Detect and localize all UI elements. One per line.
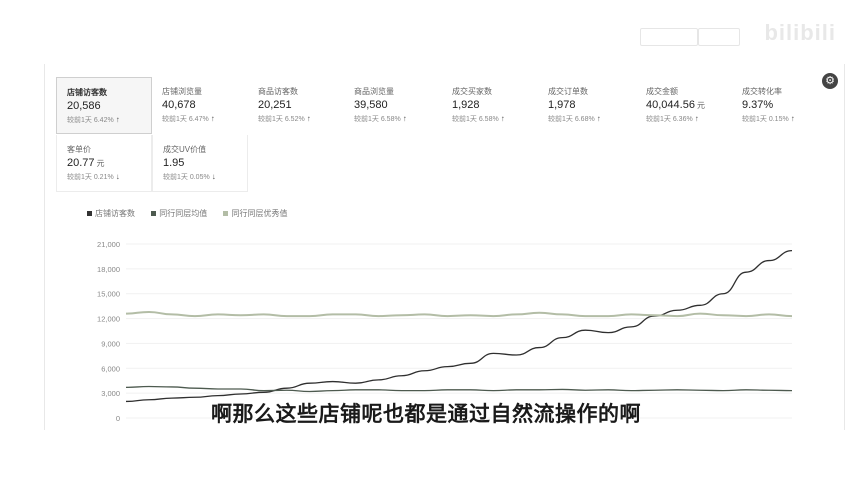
metric-name: 客单价 xyxy=(67,145,91,154)
legend-item[interactable]: 同行同层优秀值 xyxy=(223,209,287,218)
data-overview-panel xyxy=(44,64,844,430)
metric-value: 40,044.56 元 xyxy=(646,99,705,111)
legend-swatch xyxy=(223,211,229,216)
metric-card-store-pageviews[interactable]: 店铺浏览量 40,678 较前1天 6.47% ↑ xyxy=(152,77,248,134)
metric-name: 商品访客数 xyxy=(258,87,298,96)
metric-compare: 较前1天 6.42% ↑ xyxy=(67,115,120,124)
y-tick-label: 9,000 xyxy=(101,339,120,348)
metric-value: 39,580 xyxy=(354,99,388,111)
arrow-down-icon: ↓ xyxy=(211,172,216,181)
arrow-up-icon: ↑ xyxy=(596,114,601,123)
bilibili-watermark: bilibili xyxy=(764,20,836,45)
top-bar: bilibili xyxy=(0,0,852,62)
toolbar-button[interactable] xyxy=(640,28,698,46)
arrow-up-icon: ↑ xyxy=(402,114,407,123)
metric-compare: 较前1天 6.36% ↑ xyxy=(646,114,699,123)
y-tick-label: 21,000 xyxy=(97,240,120,249)
metric-card-orders[interactable]: 成交订单数 1,978 较前1天 6.68% ↑ xyxy=(538,77,634,134)
metric-compare: 较前1天 6.52% ↑ xyxy=(258,114,311,123)
metric-name: 成交UV价值 xyxy=(163,145,207,154)
metric-compare: 较前1天 6.47% ↑ xyxy=(162,114,215,123)
arrow-up-icon: ↑ xyxy=(210,114,215,123)
y-tick-label: 3,000 xyxy=(101,389,120,398)
metric-value: 20,251 xyxy=(258,99,292,111)
metric-card-product-pageviews[interactable]: 商品浏览量 39,580 较前1天 6.58% ↑ xyxy=(344,77,440,134)
metric-compare: 较前1天 0.15% ↑ xyxy=(742,114,795,123)
y-tick-label: 15,000 xyxy=(97,290,120,299)
video-subtitle: 啊那么这些店铺呢也都是通过自然流操作的啊 xyxy=(211,403,641,426)
y-tick-label: 6,000 xyxy=(101,364,120,373)
legend-swatch xyxy=(151,211,157,216)
metric-card-store-visitors[interactable]: 店铺访客数 20,586 较前1天 6.42% ↑ xyxy=(56,77,152,134)
legend-item[interactable]: 店铺访客数 xyxy=(87,209,135,218)
metric-card-uv-value[interactable]: 成交UV价值 1.95 较前1天 0.05% ↓ xyxy=(152,135,248,192)
trend-line-chart: 0 3,000 6,000 9,000 12,000 15,000 18,000 21,000 xyxy=(97,240,793,423)
metric-value: 1,928 xyxy=(452,99,480,111)
arrow-up-icon: ↑ xyxy=(694,114,699,123)
metric-compare: 较前1天 6.58% ↑ xyxy=(354,114,407,123)
arrow-up-icon: ↑ xyxy=(115,115,120,124)
metric-card-buyers[interactable]: 成交买家数 1,928 较前1天 6.58% ↑ xyxy=(442,77,538,134)
metric-card-product-visitors[interactable]: 商品访客数 20,251 较前1天 6.52% ↑ xyxy=(248,77,344,134)
metric-compare: 较前1天 6.68% ↑ xyxy=(548,114,601,123)
y-tick-label: 18,000 xyxy=(97,265,120,274)
metric-name: 店铺访客数 xyxy=(67,88,107,97)
toolbar-button[interactable] xyxy=(698,28,740,46)
arrow-up-icon: ↑ xyxy=(790,114,795,123)
panel-border xyxy=(844,64,845,430)
arrow-down-icon: ↓ xyxy=(115,172,120,181)
metric-compare: 较前1天 0.21% ↓ xyxy=(67,172,120,181)
metric-name: 成交金额 xyxy=(646,87,678,96)
metric-value: 1,978 xyxy=(548,99,576,111)
legend-swatch xyxy=(87,211,92,216)
panel-border xyxy=(44,64,45,430)
metric-name: 成交转化率 xyxy=(742,87,782,96)
metric-card-avg-order-value[interactable]: 客单价 20.77 元 较前1天 0.21% ↓ xyxy=(56,135,152,192)
help-icon[interactable]: ⚙ xyxy=(822,73,838,89)
metric-name: 商品浏览量 xyxy=(354,87,394,96)
series-line-3[interactable] xyxy=(125,310,793,318)
metric-name: 成交订单数 xyxy=(548,87,588,96)
chart-legend: 店铺访客数 同行同层均值 同行同层优秀值 xyxy=(87,208,301,219)
y-tick-label: 12,000 xyxy=(97,315,120,324)
metric-compare: 较前1天 6.58% ↑ xyxy=(452,114,505,123)
metric-value: 9.37% xyxy=(742,99,774,111)
series-line-1[interactable] xyxy=(125,249,793,403)
metric-card-conversion-rate[interactable]: 成交转化率 9.37% 较前1天 0.15% ↑ xyxy=(732,77,828,134)
metric-name: 成交买家数 xyxy=(452,87,492,96)
arrow-up-icon: ↑ xyxy=(306,114,311,123)
metric-value: 40,678 xyxy=(162,99,196,111)
metric-value: 20.77 元 xyxy=(67,157,105,169)
metric-value: 1.95 xyxy=(163,157,185,169)
metric-card-sales-amount[interactable]: 成交金额 40,044.56 元 较前1天 6.36% ↑ xyxy=(636,77,732,134)
metric-value: 20,586 xyxy=(67,100,101,112)
legend-item[interactable]: 同行同层均值 xyxy=(151,209,207,218)
y-tick-label: 0 xyxy=(116,414,120,423)
series-line-2[interactable] xyxy=(125,385,793,393)
metric-compare: 较前1天 0.05% ↓ xyxy=(163,172,216,181)
arrow-up-icon: ↑ xyxy=(500,114,505,123)
metric-name: 店铺浏览量 xyxy=(162,87,202,96)
